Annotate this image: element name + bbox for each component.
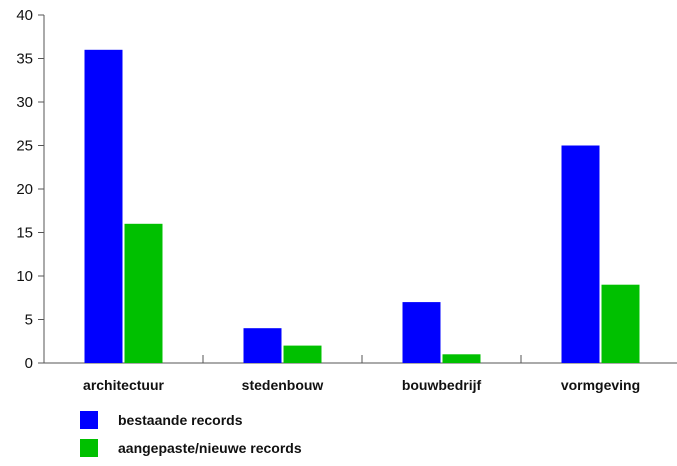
legend-swatch-aangepaste bbox=[80, 439, 98, 457]
y-tick-label: 35 bbox=[16, 51, 33, 68]
x-category-label: bouwbedrijf bbox=[402, 377, 482, 393]
legend-item-aangepaste: aangepaste/nieuwe records bbox=[80, 438, 302, 458]
bar-bouwbedrijf-bestaande bbox=[402, 302, 441, 363]
bar-stedenbouw-aangepaste bbox=[283, 345, 322, 363]
y-tick-label: 25 bbox=[16, 138, 33, 155]
x-category-label: vormgeving bbox=[561, 377, 640, 393]
x-category-label: stedenbouw bbox=[242, 377, 324, 393]
bar-stedenbouw-bestaande bbox=[243, 328, 282, 363]
y-axis-ticks: 0 5 10 15 20 25 30 35 40 bbox=[16, 7, 44, 372]
x-axis-labels: architectuur stedenbouw bouwbedrijf vormgev… bbox=[83, 377, 640, 393]
legend-label-aangepaste: aangepaste/nieuwe records bbox=[118, 440, 302, 456]
legend-item-bestaande: bestaande records bbox=[80, 410, 302, 430]
y-tick-label: 20 bbox=[16, 181, 33, 198]
bar-vormgeving-aangepaste bbox=[601, 284, 640, 363]
y-tick-label: 15 bbox=[16, 225, 33, 242]
legend-label-bestaande: bestaande records bbox=[118, 412, 243, 428]
y-tick-label: 30 bbox=[16, 94, 33, 111]
y-tick-label: 5 bbox=[25, 312, 33, 329]
chart-legend: bestaande records aangepaste/nieuwe reco… bbox=[80, 410, 302, 466]
y-tick-label: 0 bbox=[25, 355, 33, 372]
y-tick-label: 40 bbox=[16, 7, 33, 24]
bar-bouwbedrijf-aangepaste bbox=[442, 354, 481, 363]
legend-swatch-bestaande bbox=[80, 411, 98, 429]
bar-architectuur-aangepaste bbox=[124, 223, 163, 363]
bar-architectuur-bestaande bbox=[84, 49, 123, 364]
chart-bars bbox=[84, 49, 640, 364]
bar-vormgeving-bestaande bbox=[561, 145, 600, 363]
y-tick-label: 10 bbox=[16, 268, 33, 285]
x-category-label: architectuur bbox=[83, 377, 164, 393]
